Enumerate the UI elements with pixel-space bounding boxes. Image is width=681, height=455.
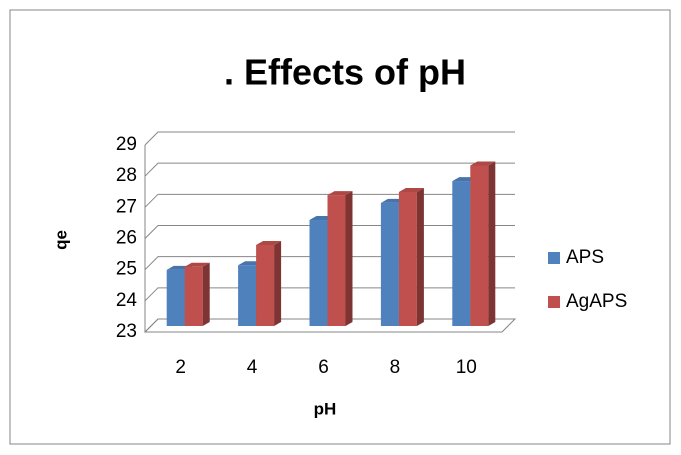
y-tick-label: 23	[116, 321, 137, 342]
bar-front	[327, 195, 346, 326]
x-axis-label: pH	[314, 399, 337, 418]
bar-side	[488, 161, 496, 326]
bar-front	[256, 244, 275, 326]
x-tick-label: 6	[318, 357, 329, 378]
grid-line	[144, 193, 515, 208]
bar-side	[274, 240, 282, 326]
bar-front	[238, 265, 257, 326]
bar-side	[202, 262, 210, 326]
y-tick-label: 28	[116, 165, 137, 186]
legend-swatch	[548, 296, 560, 308]
grid-line	[144, 162, 515, 177]
bar-top	[327, 191, 353, 196]
grid-line	[144, 131, 515, 146]
bar-front	[452, 181, 471, 326]
y-tick-label: 27	[116, 196, 137, 217]
chart-title: . Effects of pH	[224, 52, 466, 93]
bar-side	[416, 187, 424, 326]
bar-top	[256, 240, 282, 245]
legend-label: AgAPS	[566, 291, 627, 312]
bar-front	[166, 269, 185, 326]
bar-front	[309, 220, 328, 326]
x-tick-label: 8	[390, 357, 401, 378]
y-tick-label: 25	[116, 259, 137, 280]
y-tick-label: 29	[116, 134, 137, 155]
y-tick-label: 24	[116, 290, 138, 311]
bar-front	[380, 202, 399, 326]
y-axis-label: qe	[51, 230, 70, 250]
bar-top	[184, 262, 210, 267]
bar-top	[470, 161, 496, 166]
legend-label: APS	[566, 247, 604, 268]
bar-side	[345, 191, 353, 326]
bar-top	[398, 187, 424, 192]
x-tick-label: 10	[456, 357, 477, 378]
bar	[398, 187, 424, 326]
bar	[470, 161, 496, 326]
x-tick-label: 4	[247, 357, 258, 378]
bar-front	[470, 165, 489, 326]
bar	[327, 191, 353, 326]
x-tick-label: 2	[175, 357, 186, 378]
bar	[256, 240, 282, 326]
bar-front	[184, 266, 203, 326]
bar-front	[398, 191, 417, 326]
legend-swatch	[548, 252, 560, 264]
y-tick-label: 26	[116, 228, 137, 249]
bar	[184, 262, 210, 326]
